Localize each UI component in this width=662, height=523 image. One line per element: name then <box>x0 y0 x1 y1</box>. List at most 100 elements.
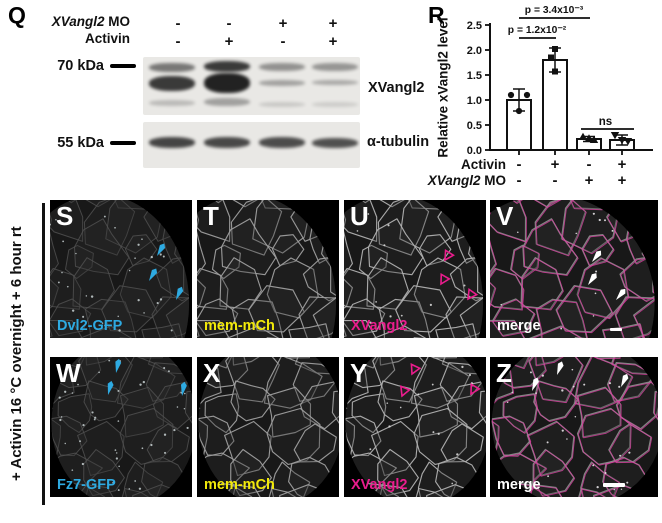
q-mo-lane1: - <box>175 15 181 32</box>
r-row2-gene: XVangl2 <box>427 173 481 188</box>
channel-label-dvl2-gfp: Dvl2-GFP <box>57 318 123 334</box>
svg-text:0.0: 0.0 <box>467 145 482 157</box>
q-act-lane2: + <box>224 33 234 50</box>
r-mo-b2: - <box>552 172 558 189</box>
annotation-arrow <box>115 358 122 373</box>
blot-band <box>312 80 358 85</box>
annotation-bracket-line <box>42 203 45 505</box>
scale-bar <box>610 328 622 331</box>
panel-u-letter: U <box>350 201 369 231</box>
q-mo-lane2: - <box>226 15 232 32</box>
q-row2-label: Activin <box>85 31 130 46</box>
r-row1-suffix: Activin <box>460 157 506 172</box>
treatment-annotation: + Activin 16 °C overnight + 6 hour rt <box>8 226 25 482</box>
r-row2-label: XVangl2 MO <box>428 173 506 188</box>
q-row2-suffix: Activin <box>84 31 130 46</box>
annotation-arrow <box>532 377 539 391</box>
blot-band <box>312 63 358 71</box>
channel-label-merge-1: merge <box>497 318 541 334</box>
marker-70kda: 70 kDa <box>57 58 104 74</box>
panel-y-letter: Y <box>350 358 368 388</box>
q-act-lane3: - <box>280 33 286 50</box>
microscopy-image <box>344 200 484 338</box>
channel-label-xvangl2-1: XVangl2 <box>351 318 408 334</box>
svg-text:p = 1.2x10⁻²: p = 1.2x10⁻² <box>508 25 567 36</box>
r-act-b1: - <box>516 156 522 173</box>
blot-band <box>259 80 305 86</box>
r-mo-b1: - <box>516 172 522 189</box>
annotation-arrowhead <box>470 382 481 396</box>
annotation-arrow <box>149 268 158 281</box>
blot-band <box>259 102 305 107</box>
bar-chart: 0.0 0.5 1.0 1.5 2.0 2.5 p = 3.4x10⁻³ p = 1.2x10… <box>467 5 653 157</box>
microscopy-image <box>51 357 192 497</box>
blot-label-xvangl2: XVangl2 <box>368 80 425 96</box>
panel-t-letter: T <box>203 201 219 231</box>
panel-r-letter: R <box>428 2 445 28</box>
r-row1-label: Activin <box>461 157 506 172</box>
blot-label-tubulin: α-tubulin <box>367 134 430 150</box>
micro-panel-x: X mem-mCh <box>197 357 339 497</box>
microscopy-image <box>198 357 339 497</box>
annotation-arrow <box>621 373 629 387</box>
channel-label-mem-mch-2: mem-mCh <box>204 477 275 493</box>
blot-band <box>259 137 305 148</box>
annotation-arrow <box>557 361 564 375</box>
western-blot-tubulin <box>143 122 360 168</box>
svg-text:2.0: 2.0 <box>467 45 482 57</box>
marker-55kda: 55 kDa <box>57 135 104 151</box>
microscopy-image <box>491 357 658 497</box>
micro-panel-s: S Dvl2-GFP <box>50 200 192 338</box>
blot-band <box>259 63 305 71</box>
q-row1-suffix: MO <box>104 14 130 29</box>
annotation-arrow <box>107 380 114 395</box>
blot-band <box>149 63 195 72</box>
blot-band <box>312 138 358 148</box>
microscopy-image <box>345 357 486 497</box>
panel-q-letter: Q <box>8 2 26 28</box>
micro-panel-z: Z merge <box>490 357 658 497</box>
q-row1-gene: XVangl2 <box>51 14 105 29</box>
svg-text:0.5: 0.5 <box>467 120 482 132</box>
r-act-b2: + <box>550 156 560 173</box>
panel-w-letter: W <box>56 358 81 388</box>
q-row1-label: XVangl2 MO <box>52 14 130 29</box>
blot-band <box>204 61 250 72</box>
annotation-arrowhead <box>410 363 422 376</box>
panel-v-letter: V <box>496 201 514 231</box>
blot-band <box>204 98 250 106</box>
western-blot-xvangl2 <box>143 57 360 115</box>
micro-panel-t: T mem-mCh <box>197 200 339 338</box>
blot-band <box>149 76 195 91</box>
annotation-arrow <box>616 288 626 300</box>
annotation-arrow <box>176 286 184 300</box>
q-act-lane4: + <box>328 33 338 50</box>
blot-band <box>204 137 250 148</box>
annotation-arrow <box>588 273 597 285</box>
annotation-arrow <box>592 250 602 262</box>
micro-panel-y: Y XVangl2 <box>344 357 486 497</box>
r-row2-suffix: MO <box>480 173 506 188</box>
q-mo-lane3: + <box>278 15 288 32</box>
r-mo-b3: + <box>584 172 594 189</box>
q-act-lane1: - <box>175 33 181 50</box>
svg-text:ns: ns <box>599 116 612 128</box>
q-mo-lane4: + <box>328 15 338 32</box>
svg-text:1.5: 1.5 <box>467 70 482 82</box>
channel-label-xvangl2-2: XVangl2 <box>351 477 408 493</box>
channel-label-mem-mch-1: mem-mCh <box>204 318 275 334</box>
micro-panel-w: W Fz7-GFP <box>50 357 192 497</box>
svg-text:2.5: 2.5 <box>467 20 482 32</box>
blot-band <box>149 100 195 106</box>
blot-band <box>149 137 195 148</box>
svg-text:p = 3.4x10⁻³: p = 3.4x10⁻³ <box>525 5 584 16</box>
blot-band <box>204 73 250 93</box>
annotation-arrowhead <box>440 272 451 286</box>
channel-label-merge-2: merge <box>497 477 541 493</box>
channel-label-fz7-gfp: Fz7-GFP <box>57 477 116 493</box>
microscopy-image <box>50 200 190 338</box>
micro-panel-u: U XVangl2 <box>344 200 486 338</box>
r-act-b4: + <box>617 156 627 173</box>
blot-band <box>312 102 358 107</box>
